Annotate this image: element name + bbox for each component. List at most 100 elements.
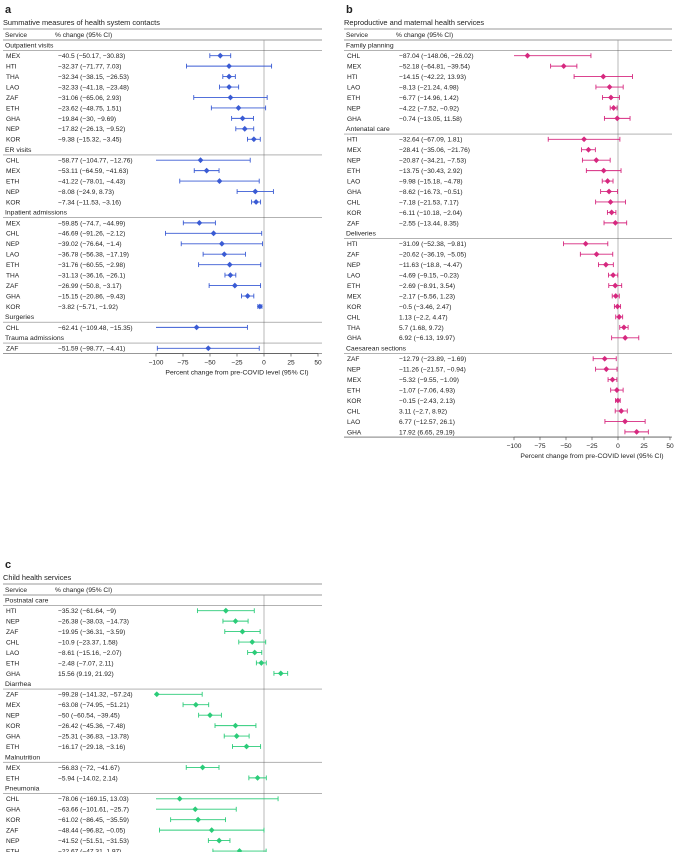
- estimate-label: −4.69 (−9.15, −0.23): [399, 273, 459, 280]
- estimate-label: −19.95 (−36.31, −3.59): [58, 629, 125, 636]
- point-estimate-marker: [604, 178, 611, 184]
- country-code: KOR: [6, 137, 21, 144]
- group-heading: Pneumonia: [5, 786, 40, 793]
- point-estimate-marker: [254, 774, 261, 781]
- point-estimate-marker: [226, 84, 232, 90]
- estimate-label: −32.34 (−38.15, −26.53): [58, 74, 129, 81]
- forest-row: GHA −0.74 (−13.05, 11.58): [347, 115, 631, 123]
- point-estimate-marker: [218, 240, 225, 247]
- point-estimate-marker: [600, 167, 607, 174]
- estimate-label: −2.17 (−5.56, 1.23): [399, 293, 455, 300]
- estimate-label: −17.82 (−26.13, −9.52): [58, 126, 125, 133]
- country-code: HTI: [347, 137, 358, 144]
- estimate-label: −8.08 (−24.9, 8.73): [58, 189, 114, 196]
- country-code: MEX: [6, 765, 21, 772]
- pct-header: % change (95% CI): [396, 32, 453, 39]
- point-estimate-marker: [196, 219, 203, 226]
- service-header: Service: [5, 587, 27, 594]
- forest-row: LAO −32.33 (−41.18, −23.48): [6, 84, 240, 91]
- point-estimate-marker: [608, 209, 615, 216]
- point-estimate-marker: [593, 157, 600, 164]
- forest-row: NEP −17.82 (−26.13, −9.52): [6, 125, 255, 133]
- point-estimate-marker: [612, 293, 619, 299]
- group-heading: Surgeries: [5, 314, 35, 321]
- estimate-label: −12.79 (−23.89, −1.69): [399, 356, 466, 363]
- forest-row: ETH −13.75 (−30.43, 2.92): [347, 167, 622, 175]
- point-estimate-marker: [252, 188, 259, 195]
- x-axis-label: Percent change from pre-COVID level (95%…: [520, 453, 663, 460]
- forest-row: ETH −6.77 (−14.96, 1.42): [347, 94, 620, 102]
- country-code: KOR: [6, 817, 21, 824]
- point-estimate-marker: [606, 84, 613, 90]
- estimate-label: 17.92 (6.65, 29.19): [399, 429, 455, 436]
- country-code: ETH: [6, 660, 19, 667]
- x-tick-label: −25: [231, 360, 243, 367]
- forest-row: LAO 6.77 (−12.57, 26.1): [347, 418, 646, 426]
- forest-row: MEX −40.5 (−50.17, −30.83): [6, 52, 232, 60]
- country-code: ZAF: [6, 828, 18, 835]
- forest-row: CHL 1.13 (−2.2, 4.47): [347, 314, 624, 321]
- country-code: ETH: [347, 168, 360, 175]
- point-estimate-marker: [603, 366, 610, 373]
- country-code: ZAF: [6, 692, 18, 699]
- country-code: MEX: [347, 293, 362, 300]
- panel-label: a: [5, 4, 12, 16]
- service-header: Service: [5, 32, 27, 39]
- country-code: CHL: [6, 231, 20, 238]
- estimate-label: −78.06 (−169.15, 13.03): [58, 796, 129, 803]
- estimate-label: −8.61 (−15.16, −2.07): [58, 650, 122, 657]
- point-estimate-marker: [622, 334, 629, 341]
- forest-row: KOR −0.5 (−3.46, 2.47): [347, 303, 622, 311]
- forest-row: MEX −5.32 (−9.55, −1.09): [347, 376, 618, 384]
- point-estimate-marker: [210, 230, 217, 237]
- forest-row: ZAF −19.95 (−36.31, −3.59): [6, 628, 261, 636]
- country-code: ETH: [347, 283, 360, 290]
- point-estimate-marker: [226, 73, 232, 80]
- country-code: ETH: [347, 387, 360, 394]
- point-estimate-marker: [277, 670, 284, 677]
- country-code: MEX: [347, 64, 362, 71]
- estimate-label: −51.59 (−98.77, −4.41): [58, 346, 125, 353]
- country-code: MEX: [6, 53, 21, 60]
- country-code: GHA: [347, 429, 362, 436]
- forest-row: CHL −7.18 (−21.53, 7.17): [347, 199, 626, 206]
- group-heading: Inpatient admissions: [5, 210, 68, 217]
- point-estimate-marker: [176, 795, 183, 802]
- country-code: GHA: [6, 116, 21, 123]
- estimate-label: 15.56 (9.19, 21.92): [58, 671, 114, 678]
- point-estimate-marker: [239, 628, 246, 635]
- estimate-label: 6.92 (−6.13, 19.97): [399, 335, 455, 342]
- estimate-label: 6.77 (−12.57, 26.1): [399, 419, 455, 426]
- forest-row: HTI −32.37 (−71.77, 7.03): [6, 63, 273, 71]
- country-code: HTI: [6, 64, 17, 71]
- point-estimate-marker: [603, 261, 609, 268]
- country-code: CHL: [6, 325, 20, 332]
- estimate-label: −7.18 (−21.53, 7.17): [399, 199, 459, 206]
- country-code: CHL: [347, 53, 361, 60]
- country-code: ZAF: [347, 220, 359, 227]
- point-estimate-marker: [227, 272, 234, 279]
- point-estimate-marker: [231, 282, 238, 289]
- forest-row: LAO −8.61 (−15.16, −2.07): [6, 649, 263, 657]
- point-estimate-marker: [216, 178, 223, 184]
- estimate-label: −5.32 (−9.55, −1.09): [399, 377, 459, 384]
- country-code: KOR: [347, 398, 362, 405]
- panel-title: Summative measures of health system cont…: [3, 18, 160, 27]
- estimate-label: 3.11 (−2.7, 8.92): [399, 408, 447, 415]
- country-code: ETH: [6, 178, 19, 185]
- point-estimate-marker: [253, 199, 259, 205]
- estimate-label: −8.13 (−21.24, 4.98): [399, 84, 459, 91]
- estimate-label: −11.26 (−21.57, −0.94): [399, 367, 466, 374]
- point-estimate-marker: [235, 105, 242, 111]
- estimate-label: −48.44 (−96.82, −0.05): [58, 828, 125, 835]
- country-code: NEP: [6, 126, 20, 133]
- estimate-label: −7.34 (−11.53, −3.16): [58, 199, 121, 206]
- country-code: GHA: [6, 733, 21, 740]
- point-estimate-marker: [593, 251, 600, 258]
- country-code: ZAF: [347, 252, 359, 259]
- estimate-label: −99.28 (−141.32, −57.24): [58, 692, 133, 699]
- estimate-label: −61.02 (−86.45, −35.59): [58, 817, 129, 824]
- x-tick-label: 50: [666, 443, 674, 450]
- forest-row: HTI −31.09 (−52.38, −9.81): [347, 240, 609, 248]
